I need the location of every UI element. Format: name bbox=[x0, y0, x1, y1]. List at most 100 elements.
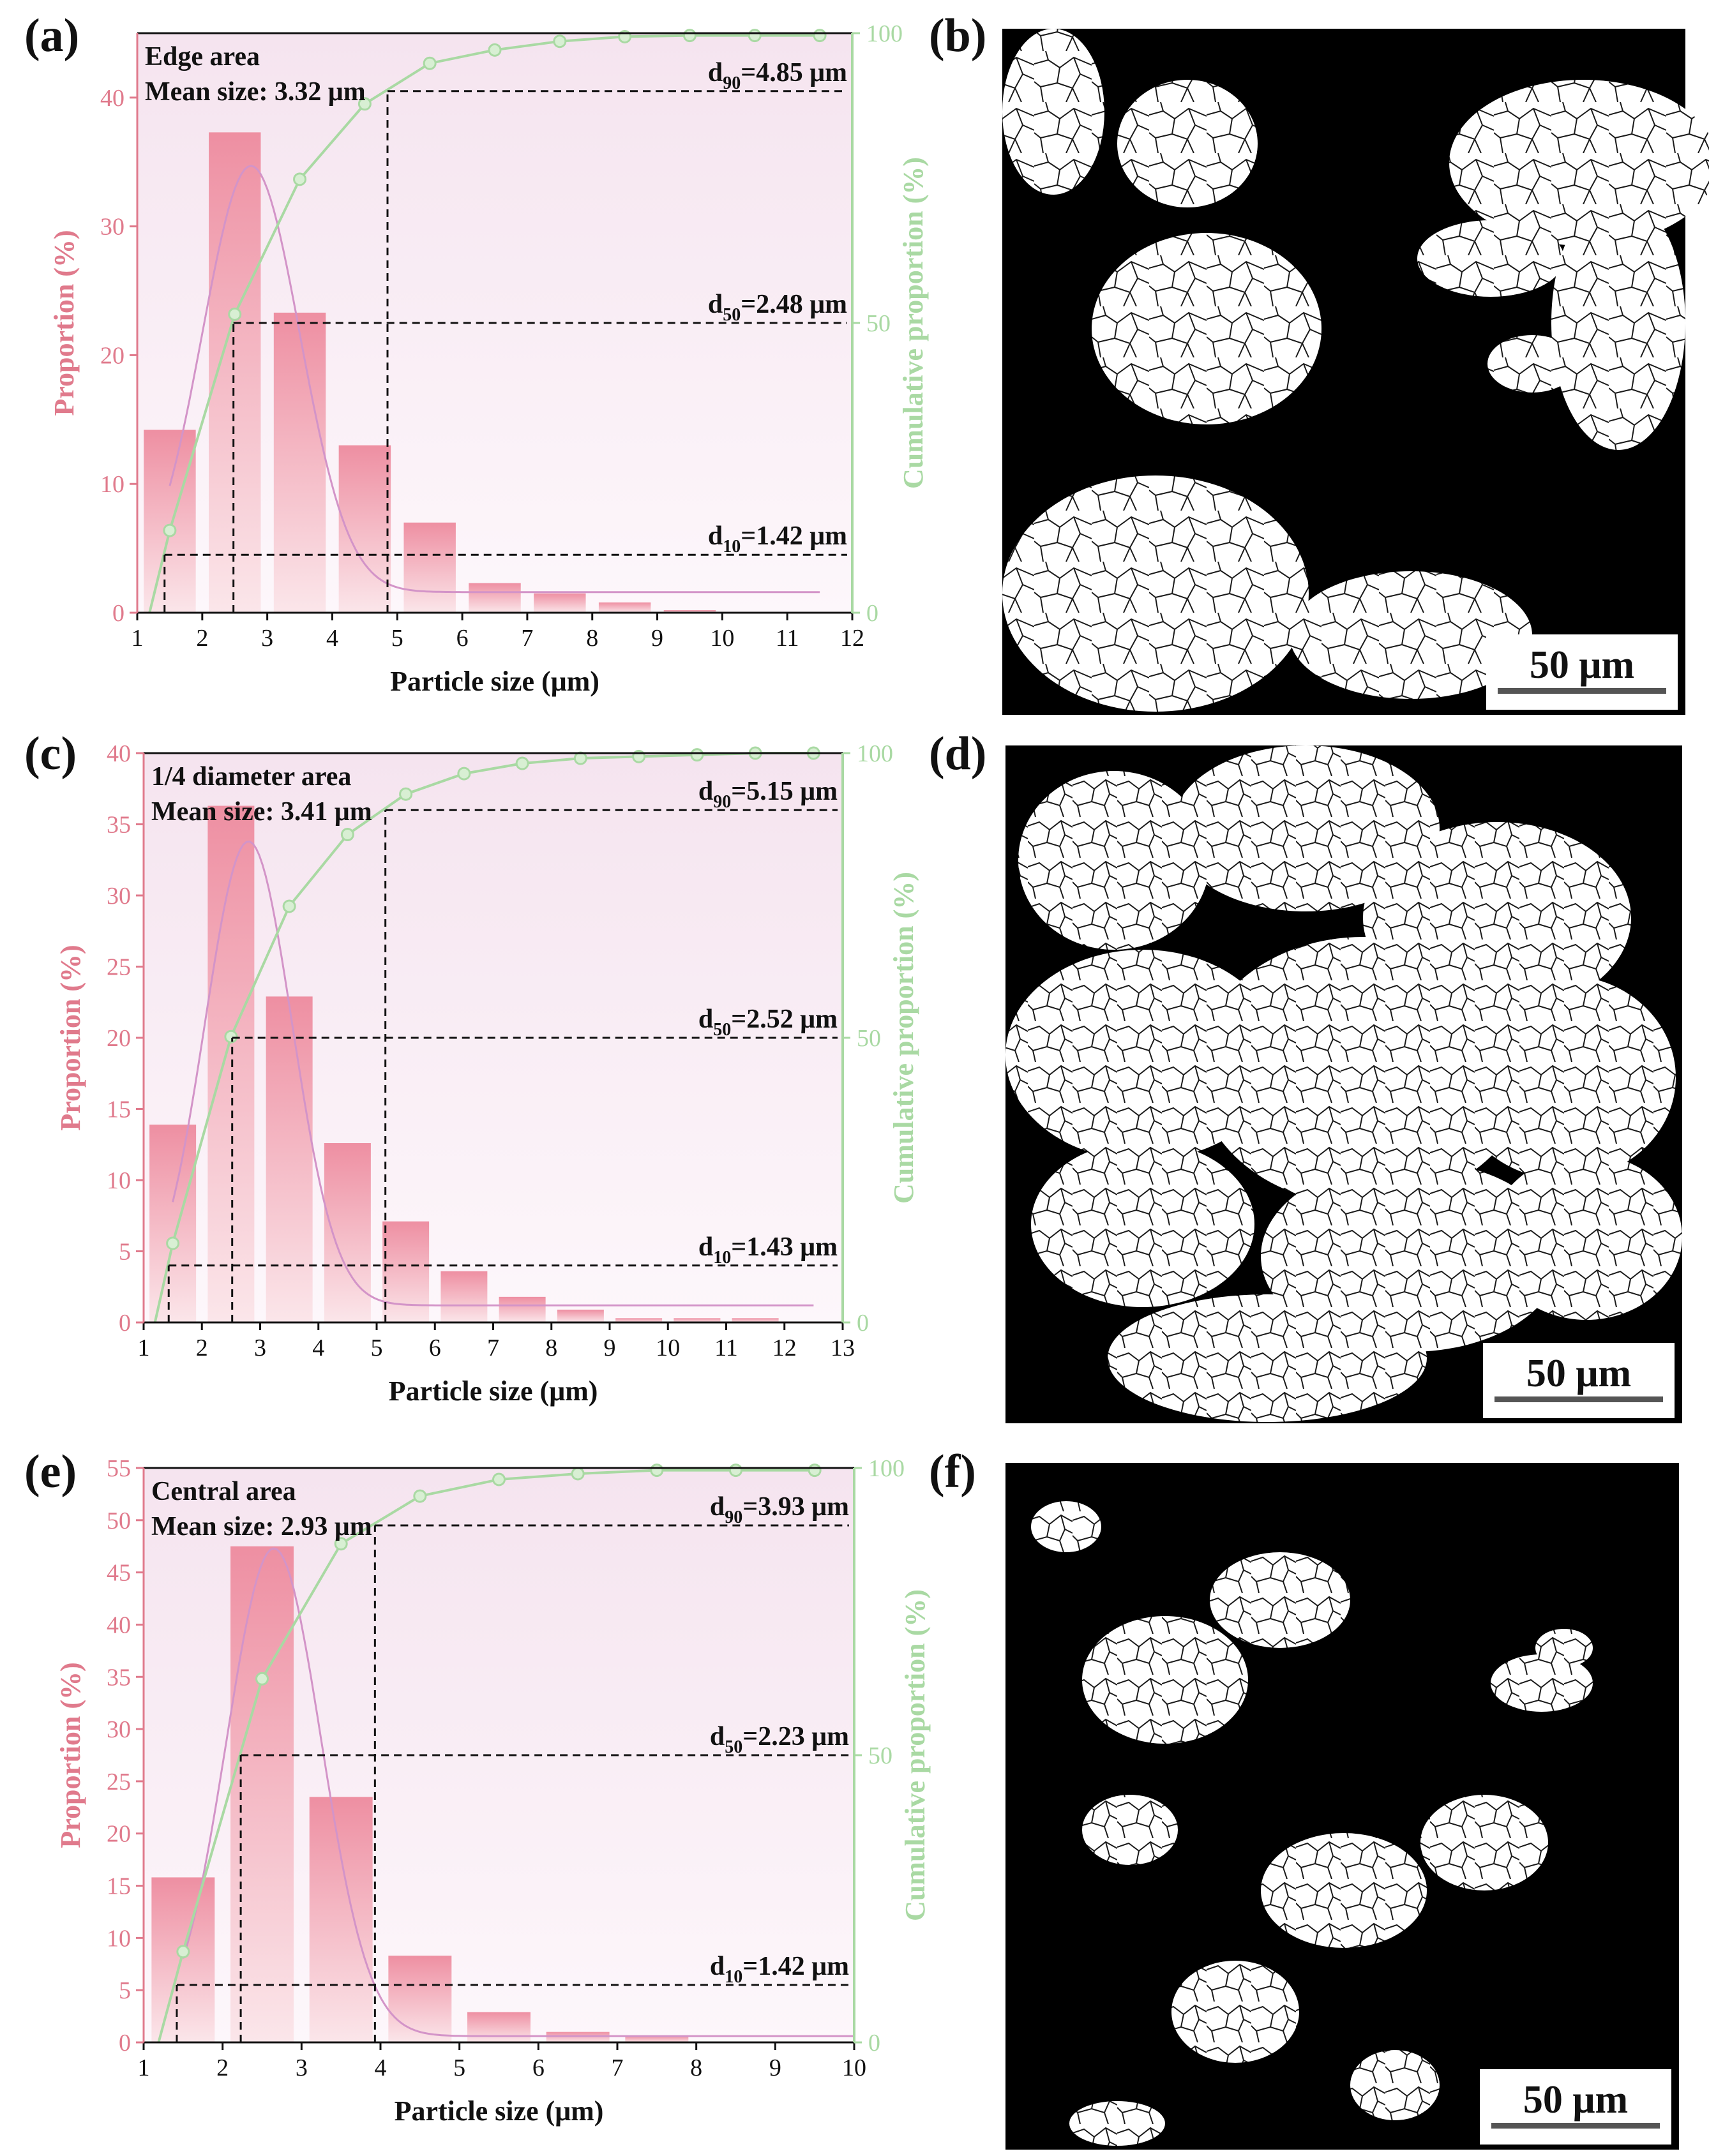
histogram-bar bbox=[382, 1221, 430, 1322]
histogram-bar bbox=[557, 1309, 604, 1322]
grain-cluster bbox=[1452, 975, 1676, 1179]
grain-cluster bbox=[1082, 1795, 1178, 1865]
histogram-bar bbox=[467, 2012, 531, 2042]
percentile-label: d90=5.15 μm bbox=[698, 777, 838, 812]
x-tick-label: 5 bbox=[453, 2055, 465, 2081]
cumulative-point bbox=[255, 1672, 269, 1686]
cumulative-point bbox=[399, 787, 413, 801]
micrograph-panel-2: (d) 50 μm bbox=[929, 728, 1682, 1423]
histogram-bar bbox=[625, 2036, 689, 2042]
grain-cluster bbox=[1002, 475, 1309, 712]
histogram-bar bbox=[663, 610, 716, 613]
y-tick-label: 35 bbox=[107, 1664, 131, 1691]
grain-cluster bbox=[1171, 745, 1440, 911]
x-tick-label: 5 bbox=[371, 1335, 383, 1361]
y-tick-label: 0 bbox=[112, 600, 124, 627]
histogram-bar bbox=[266, 996, 313, 1322]
panel-letter: (d) bbox=[929, 728, 986, 780]
histogram-bar bbox=[388, 1956, 452, 2042]
histogram-bar bbox=[615, 1318, 663, 1322]
y-tick-label: 40 bbox=[107, 1612, 131, 1638]
y-tick-label: 40 bbox=[100, 85, 124, 112]
y-tick-label: 25 bbox=[107, 954, 131, 981]
region-label: Central area bbox=[151, 1477, 296, 1506]
percentile-label: d50=2.23 μm bbox=[710, 1722, 849, 1757]
scale-bar-box bbox=[1483, 1343, 1675, 1418]
histogram-bar bbox=[546, 2032, 610, 2042]
y2-tick-label: 0 bbox=[857, 1310, 869, 1336]
percentile-label: d10=1.43 μm bbox=[698, 1232, 838, 1268]
x-tick-label: 9 bbox=[604, 1335, 616, 1361]
histogram-bar bbox=[324, 1143, 371, 1322]
x-tick-label: 13 bbox=[831, 1335, 855, 1361]
region-label: Edge area bbox=[145, 42, 260, 71]
percentile-label: d10=1.42 μm bbox=[708, 521, 847, 557]
x-tick-label: 8 bbox=[545, 1335, 557, 1361]
x-tick-label: 5 bbox=[391, 625, 403, 652]
grain-cluster bbox=[1417, 220, 1564, 297]
y2-axis-title: Cumulative proportion (%) bbox=[888, 872, 919, 1204]
y-tick-label: 25 bbox=[107, 1769, 131, 1795]
percentile-label: d10=1.42 μm bbox=[710, 1952, 849, 1987]
cumulative-point bbox=[813, 29, 827, 43]
y-axis-title: Proportion (%) bbox=[55, 945, 86, 1130]
grain-cluster bbox=[1551, 195, 1685, 450]
grain-cluster bbox=[1082, 1616, 1248, 1744]
x-tick-label: 2 bbox=[196, 1335, 208, 1361]
chart-panel-2: (c) d10=1.43 μm d50=2.52 μm d90=5.15 μm 1/4 … bbox=[24, 728, 919, 1407]
x-tick-label: 11 bbox=[714, 1335, 738, 1361]
grain-cluster bbox=[1290, 571, 1532, 699]
mean-size-label: Mean size: 2.93 μm bbox=[151, 1512, 372, 1541]
histogram-bar bbox=[144, 430, 196, 613]
cumulative-point bbox=[340, 828, 354, 842]
grain-cluster bbox=[1261, 1833, 1427, 1948]
grain-cluster bbox=[1069, 2101, 1165, 2146]
grain-cluster bbox=[1210, 1552, 1350, 1648]
y-tick-label: 20 bbox=[107, 1821, 131, 1848]
histogram-bar bbox=[732, 1318, 779, 1322]
gaussian-fit-line bbox=[172, 840, 814, 1306]
grain-cluster bbox=[1002, 29, 1104, 195]
histogram-bar bbox=[207, 805, 255, 1322]
mean-size-label: Mean size: 3.41 μm bbox=[151, 797, 372, 827]
y-tick-label: 30 bbox=[107, 1716, 131, 1743]
y2-tick-label: 100 bbox=[866, 20, 903, 47]
cumulative-point bbox=[176, 1945, 190, 1959]
cumulative-point bbox=[515, 756, 529, 770]
x-tick-label: 1 bbox=[132, 625, 144, 652]
percentile-label: d90=3.93 μm bbox=[710, 1492, 849, 1527]
grain-cluster bbox=[1171, 1961, 1299, 2063]
histogram-bar bbox=[273, 312, 326, 613]
scale-bar-line bbox=[1494, 1396, 1663, 1402]
x-tick-label: 4 bbox=[375, 2055, 387, 2081]
histogram-bar bbox=[499, 1296, 546, 1322]
y2-tick-label: 100 bbox=[868, 1455, 905, 1482]
cumulative-point bbox=[690, 748, 704, 762]
y2-tick-label: 50 bbox=[857, 1025, 881, 1052]
y-axis-title: Proportion (%) bbox=[49, 230, 80, 415]
y-tick-label: 15 bbox=[107, 1873, 131, 1900]
cumulative-line bbox=[148, 34, 820, 613]
x-tick-label: 4 bbox=[326, 625, 338, 652]
y2-tick-label: 0 bbox=[866, 600, 878, 627]
scale-bar-box bbox=[1480, 2069, 1671, 2145]
grain-cluster bbox=[1108, 1294, 1427, 1422]
cumulative-point bbox=[413, 1489, 427, 1503]
percentile-label: d90=4.85 μm bbox=[708, 58, 847, 93]
panel-letter: (c) bbox=[24, 728, 77, 780]
cumulative-point bbox=[571, 1467, 585, 1481]
cumulative-point bbox=[334, 1537, 348, 1551]
y-tick-label: 45 bbox=[107, 1560, 131, 1587]
histogram-bar bbox=[151, 1877, 215, 2042]
x-tick-label: 2 bbox=[196, 625, 208, 652]
histogram-bar bbox=[309, 1797, 373, 2042]
grain-cluster bbox=[1117, 80, 1258, 207]
cumulative-line bbox=[157, 1469, 815, 2043]
grain-cluster bbox=[1197, 937, 1529, 1205]
chart-panel-1: (a) d10=1.42 μm d50=2.48 μm d90=4.85 μm Edge… bbox=[24, 10, 929, 697]
y-tick-label: 40 bbox=[107, 740, 131, 767]
histogram-bar bbox=[674, 1318, 721, 1322]
micrograph-panel-3: (f) 50 μm bbox=[929, 1446, 1679, 2150]
cumulative-point bbox=[457, 767, 471, 781]
